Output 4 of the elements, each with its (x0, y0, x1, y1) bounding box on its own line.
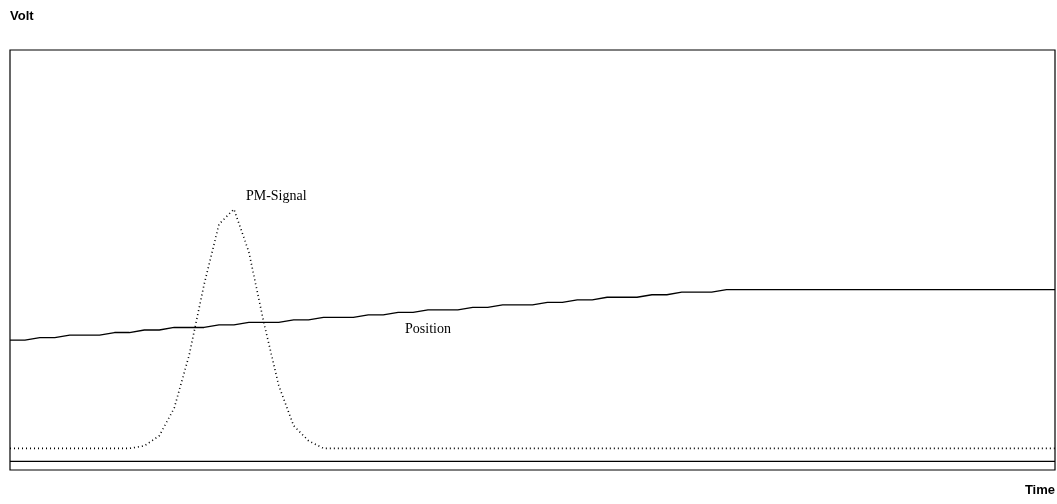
x-axis-title: Time (1024, 482, 1055, 498)
text: Volt (10, 8, 35, 24)
series-label: Position (405, 320, 451, 336)
series-label: PM-Signal (245, 187, 307, 203)
